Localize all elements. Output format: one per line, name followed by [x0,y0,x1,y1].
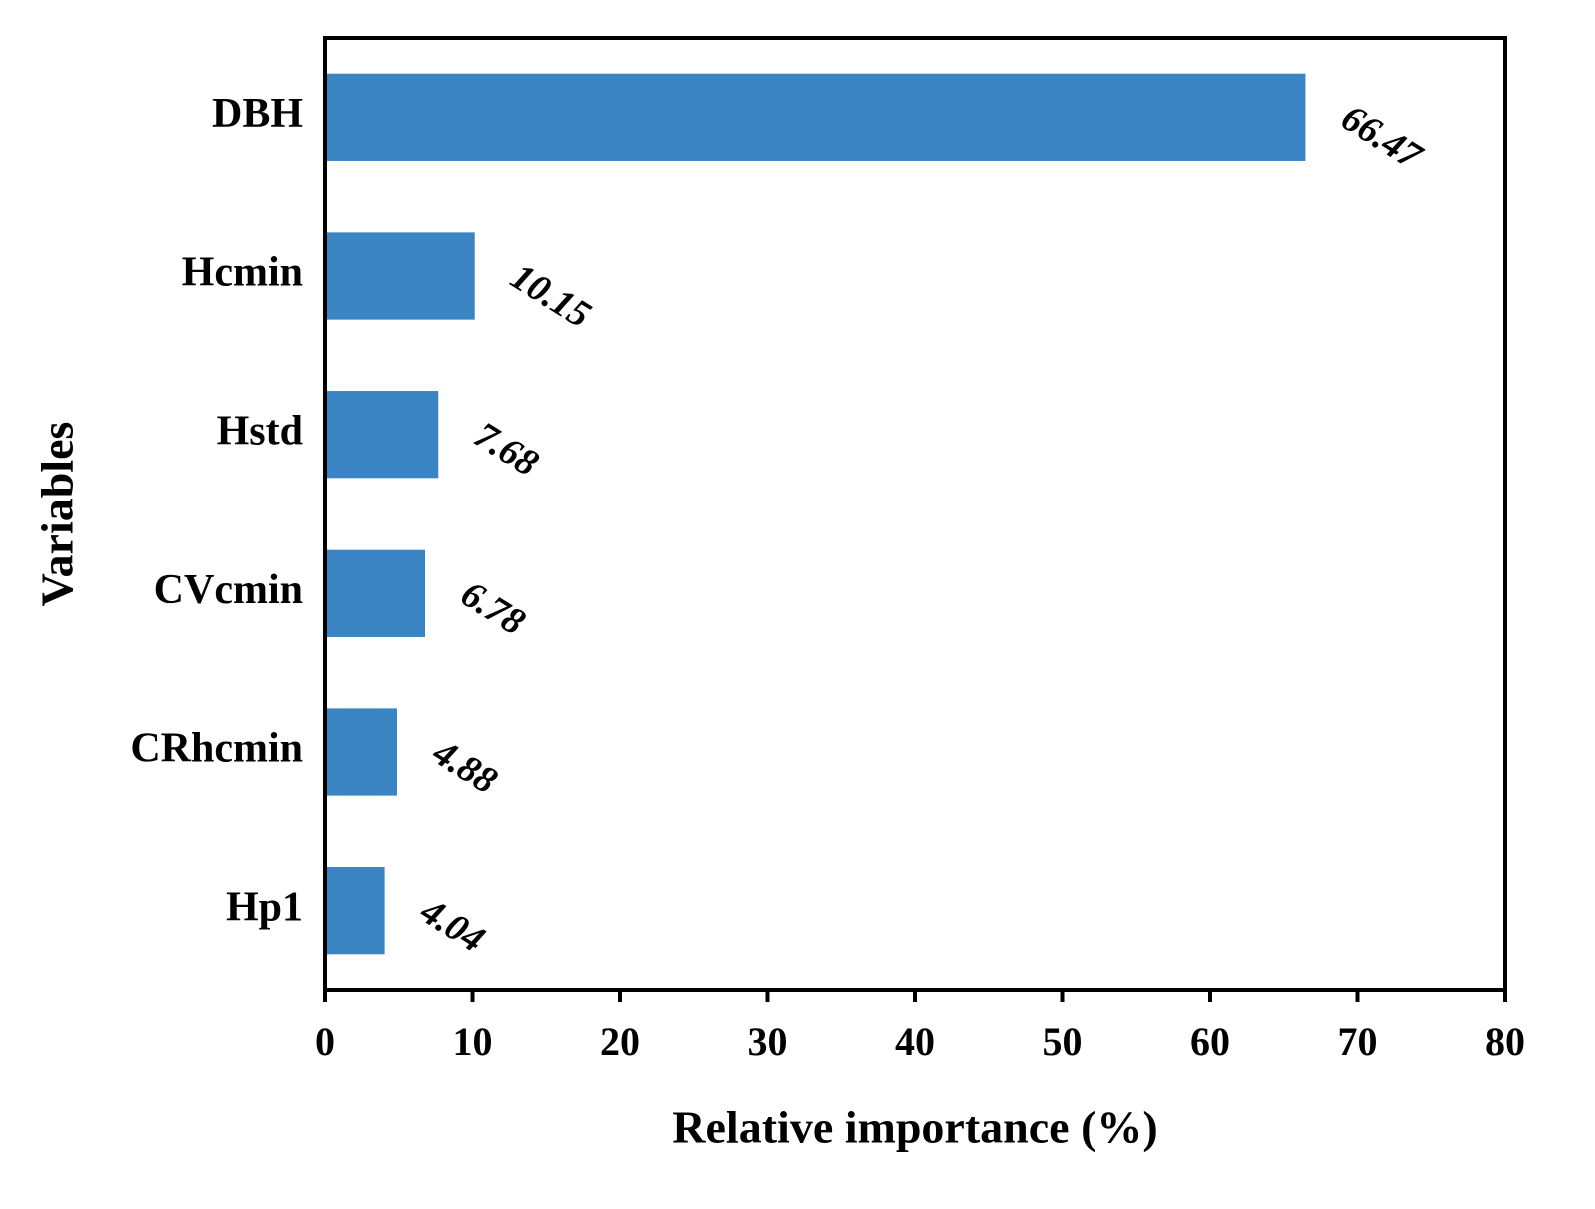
bar [325,708,397,796]
y-tick-label: CVcmin [154,567,303,613]
y-axis-title: Variables [32,422,83,607]
bar [325,867,385,955]
x-tick-label: 50 [1043,1019,1083,1064]
x-tick-label: 10 [453,1019,493,1064]
x-tick-label: 80 [1485,1019,1525,1064]
value-label: 66.47 [1334,97,1430,179]
y-tick-label: Hcmin [182,250,303,296]
y-tick-label: Hp1 [226,884,303,930]
bar [325,549,426,637]
x-tick-label: 70 [1338,1019,1378,1064]
y-tick-label: Hstd [217,408,303,454]
bar [325,391,439,479]
plot-frame [323,36,1507,992]
x-tick-label: 20 [600,1019,640,1064]
bar [325,73,1306,161]
x-tick-label: 60 [1190,1019,1230,1064]
x-tick-label: 40 [895,1019,935,1064]
value-label: 7.68 [467,414,546,485]
y-tick-label: DBH [212,91,303,137]
value-label: 4.88 [425,731,504,802]
x-axis-title: Relative importance (%) [672,1102,1157,1153]
x-tick-label: 30 [748,1019,788,1064]
y-tick-label: CRhcmin [130,726,303,772]
bar [325,232,475,320]
x-tick-label: 0 [315,1019,335,1064]
value-label: 6.78 [454,573,533,644]
value-label: 4.04 [412,890,491,961]
value-label: 10.15 [503,255,598,336]
